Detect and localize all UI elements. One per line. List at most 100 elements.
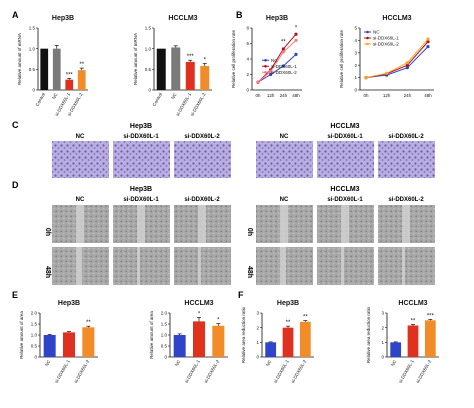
invasion-image-hcclm3-si2 xyxy=(378,141,435,178)
x-tick-label: 0h xyxy=(363,93,369,98)
wound-scratch-gap xyxy=(137,205,145,243)
y-axis-label: Relative area reduction ratio xyxy=(366,306,371,363)
bar xyxy=(156,48,166,90)
series-line xyxy=(257,40,297,83)
significance-label: * xyxy=(204,58,207,64)
bar xyxy=(52,48,61,90)
bar xyxy=(212,325,225,357)
bar xyxy=(43,335,56,357)
y-tick-label: 3 xyxy=(354,50,357,55)
bar xyxy=(424,320,436,357)
y-tick-label: 1.0 xyxy=(161,333,168,338)
y-tick-label: 2 xyxy=(246,72,249,77)
data-point xyxy=(294,32,298,36)
wound-scratch-gap xyxy=(137,247,140,285)
y-tick-label: 0 xyxy=(246,88,249,93)
legend-label: si-DDX60L-2 xyxy=(373,42,399,47)
chart-f-hep3b: 0 1 2 3 Hep3B Relative area reduction ratio NC… xyxy=(241,300,314,384)
wound-image-tile xyxy=(317,247,374,285)
data-point xyxy=(364,76,368,80)
series-line xyxy=(365,38,429,79)
wound-image-tile xyxy=(378,247,435,285)
wound-scratch-gap xyxy=(198,247,201,285)
chart-title: Hep3B xyxy=(266,15,288,22)
y-tick-label: 8 xyxy=(246,26,249,31)
wound-row-label-0h-right: 0h xyxy=(246,228,253,236)
invasion-hep3b-title: Hep3B xyxy=(130,123,152,130)
wound-scratch-gap xyxy=(76,247,82,285)
x-tick-label: 48h xyxy=(292,93,300,98)
y-tick-label: 1 xyxy=(256,340,259,345)
y-tick-label: 3 xyxy=(256,311,259,316)
legend-marker xyxy=(264,70,267,74)
series-line xyxy=(257,33,297,83)
bar xyxy=(390,342,402,357)
wound-image-tile xyxy=(113,247,170,285)
x-tick-label: si-DDX60L-2 xyxy=(189,92,206,117)
chart-title: Hep3B xyxy=(52,15,74,22)
significance-label: *** xyxy=(427,313,435,319)
x-tick-label: NC xyxy=(390,358,398,367)
legend-label: NC xyxy=(373,30,380,35)
wound-scratch-gap xyxy=(402,247,405,285)
bar xyxy=(77,70,86,90)
chart-a-hep3b: 0 0.5 1.0 1.5 Hep3B Relative amount of mRNA Co… xyxy=(17,15,88,117)
bar xyxy=(265,342,277,357)
y-tick-label: 0 xyxy=(148,88,151,93)
legend-label: si-DDX60L-1 xyxy=(271,64,297,69)
data-point xyxy=(426,37,430,41)
panel-letter-b: B xyxy=(236,10,243,20)
x-tick-label: NC xyxy=(44,358,52,367)
x-tick-label: si-DDX60L-1 xyxy=(184,359,201,384)
y-tick-label: 4 xyxy=(246,57,249,62)
data-point xyxy=(385,71,389,75)
bar xyxy=(40,48,49,90)
significance-label: ** xyxy=(79,62,84,68)
panel-letter-f: F xyxy=(238,290,244,300)
y-tick-label: 0 xyxy=(381,355,384,360)
x-tick-label: Control xyxy=(152,92,164,107)
chart-b-hcclm3: 0 1 2 3 4 5 HCCLM3 Relative cell proliferation … xyxy=(339,15,434,98)
significance-label: ** xyxy=(286,320,291,326)
wound-scratch-gap xyxy=(76,205,84,243)
y-tick-label: 0 xyxy=(32,88,35,93)
invasion-hcclm3-label-nc: NC xyxy=(280,134,289,140)
x-tick-label: NC xyxy=(265,358,273,367)
series-line xyxy=(365,41,429,79)
y-axis-label: Relative amount of area xyxy=(149,311,154,359)
y-tick-label: 4 xyxy=(354,38,357,43)
x-tick-label: NC xyxy=(51,91,59,100)
data-point xyxy=(405,61,409,65)
y-tick-label: 0 xyxy=(34,355,37,360)
y-axis-label: Relative cell proliferation rate xyxy=(231,29,236,88)
legend-marker xyxy=(264,64,267,68)
data-point xyxy=(281,64,285,68)
y-tick-label: 1.5 xyxy=(161,322,168,327)
significance-label: * xyxy=(198,311,201,317)
legend-label: NC xyxy=(271,58,278,63)
x-tick-label: 24h xyxy=(280,93,288,98)
wound-hep3b-label-nc: NC xyxy=(76,197,85,203)
x-tick-label: NC xyxy=(170,91,178,100)
wound-scratch-gap xyxy=(280,247,286,285)
data-point xyxy=(281,47,285,51)
x-tick-label: si-DDX60L-2 xyxy=(290,359,307,384)
chart-title: HCCLM3 xyxy=(168,15,197,22)
data-point xyxy=(405,66,409,70)
x-tick-label: Control xyxy=(35,92,47,107)
wound-scratch-gap xyxy=(402,205,410,243)
invasion-hep3b-label-si1: si-DDX60L-1 xyxy=(123,134,159,140)
chart-title: Hep3B xyxy=(277,300,299,307)
data-point xyxy=(281,50,285,54)
panel-letter-a: A xyxy=(12,10,19,20)
wound-hcclm3-label-si2: si-DDX60L-2 xyxy=(388,197,424,203)
wound-hep3b-title: Hep3B xyxy=(130,186,152,193)
y-axis-label: Relative cell proliferation rate xyxy=(339,29,344,88)
x-tick-label: si-DDX60L-1 xyxy=(54,359,71,384)
significance-label: * xyxy=(217,318,220,324)
data-point xyxy=(405,63,409,67)
bar xyxy=(173,335,186,357)
x-tick-label: 12h xyxy=(267,93,275,98)
y-tick-label: 2.0 xyxy=(31,311,38,316)
significance-label: ** xyxy=(303,315,308,321)
